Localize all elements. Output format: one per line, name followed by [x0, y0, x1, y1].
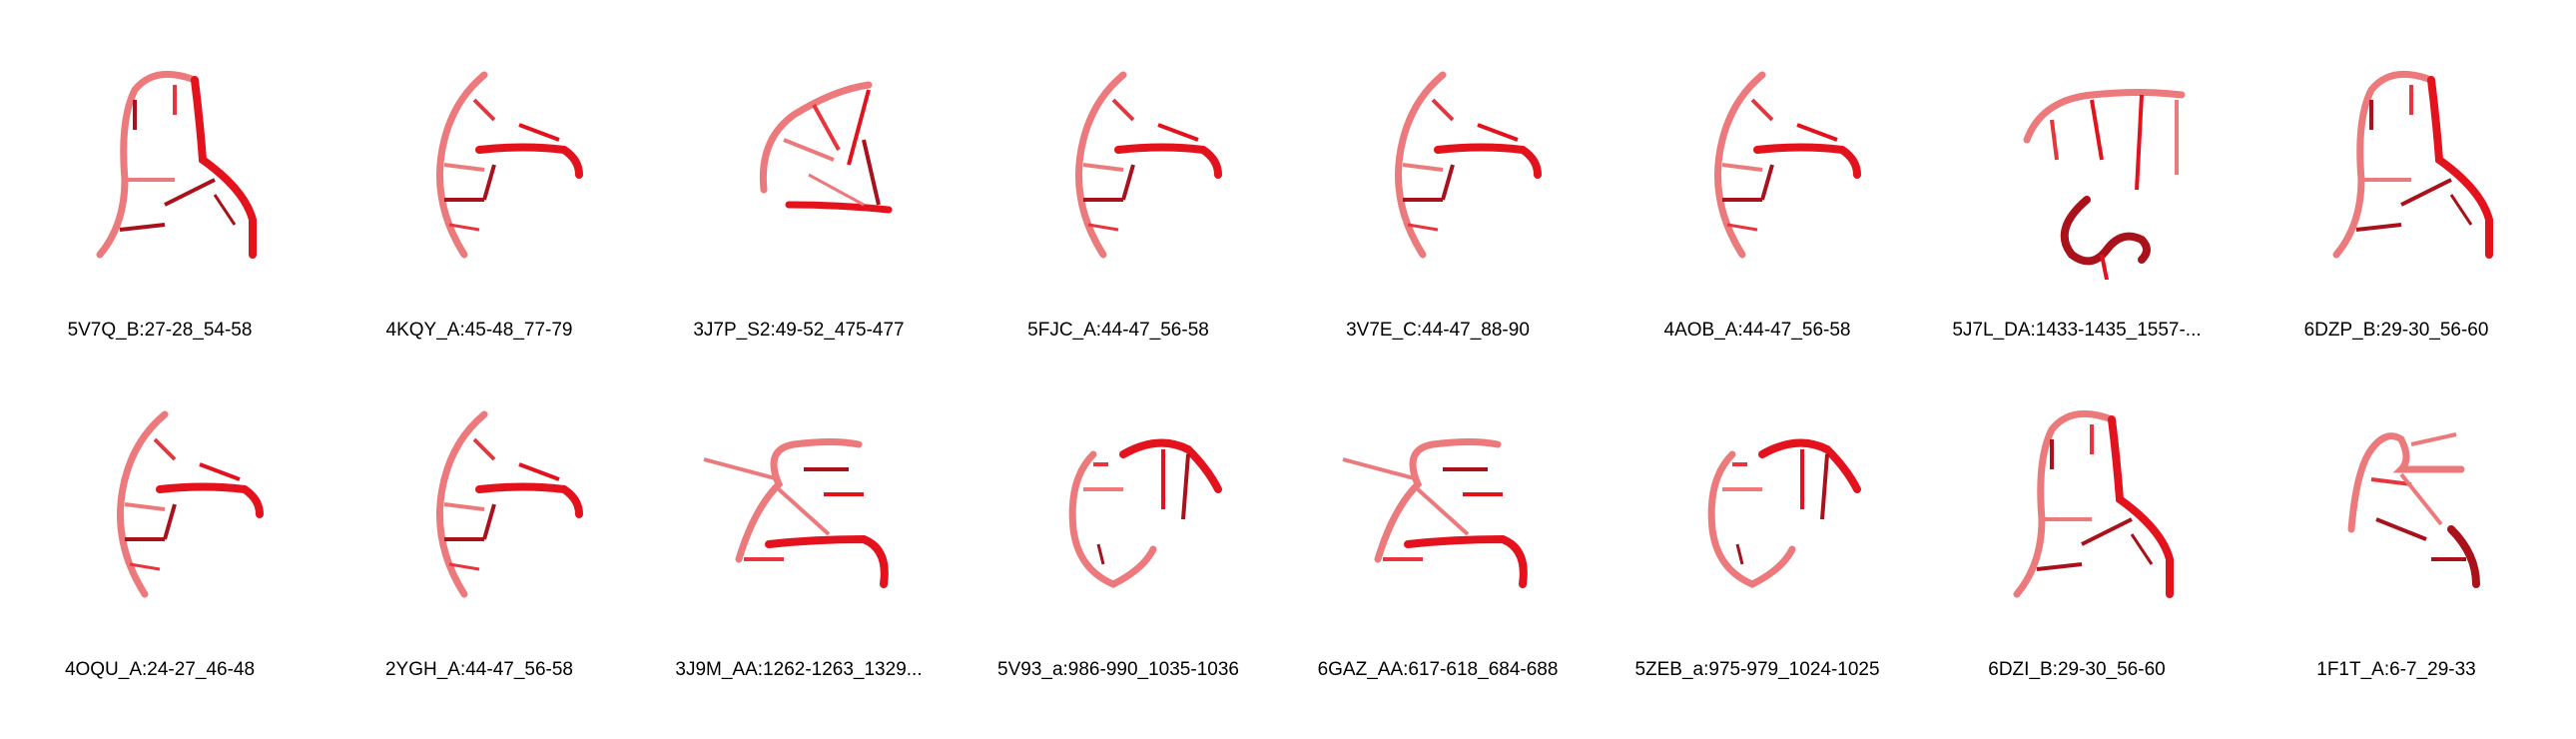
structure-caption: 6GAZ_AA:617-618_684-688 [1317, 659, 1559, 680]
gallery-item: 6DZI_B:29-30_56-60 [1917, 370, 2237, 709]
gallery-row-2: 4OQU_A:24-27_46-48 2YGH_A:44-47_56-58 3J… [0, 370, 2576, 709]
gallery-item: 5V7Q_B:27-28_54-58 [0, 30, 320, 370]
gallery-item: 5ZEB_a:975-979_1024-1025 [1598, 370, 1917, 709]
structure-thumbnail [344, 30, 614, 280]
structure-thumbnail [2261, 30, 2531, 280]
gallery-item: 2YGH_A:44-47_56-58 [320, 370, 639, 709]
structure-caption: 4OQU_A:24-27_46-48 [64, 659, 256, 680]
gallery-item: 5FJC_A:44-47_56-58 [959, 30, 1278, 370]
gallery-item: 1F1T_A:6-7_29-33 [2237, 370, 2556, 709]
gallery-item: 6DZP_B:29-30_56-60 [2237, 30, 2556, 370]
structure-thumbnail [1942, 30, 2212, 280]
structure-thumbnail [2261, 370, 2531, 619]
gallery-item: 3J7P_S2:49-52_475-477 [639, 30, 959, 370]
structure-caption: 4AOB_A:44-47_56-58 [1663, 320, 1851, 341]
structure-thumbnail [1622, 370, 1892, 619]
gallery-item: 3V7E_C:44-47_88-90 [1278, 30, 1598, 370]
structure-thumbnail [664, 370, 934, 619]
structure-thumbnail [983, 370, 1253, 619]
structure-caption: 5FJC_A:44-47_56-58 [1027, 320, 1209, 341]
gallery-item: 5V93_a:986-990_1035-1036 [959, 370, 1278, 709]
gallery-item: 3J9M_AA:1262-1263_1329... [639, 370, 959, 709]
gallery-item: 4AOB_A:44-47_56-58 [1598, 30, 1917, 370]
structure-thumbnail [1303, 30, 1573, 280]
structure-caption: 2YGH_A:44-47_56-58 [384, 659, 573, 680]
structure-caption: 5V93_a:986-990_1035-1036 [997, 659, 1239, 680]
structure-thumbnail [1942, 370, 2212, 619]
gallery-item: 4KQY_A:45-48_77-79 [320, 30, 639, 370]
structure-thumbnail [25, 30, 295, 280]
gallery-item: 4OQU_A:24-27_46-48 [0, 370, 320, 709]
structure-caption: 5J7L_DA:1433-1435_1557-... [1952, 320, 2202, 341]
structure-caption: 6DZI_B:29-30_56-60 [1988, 659, 2166, 680]
structure-caption: 5ZEB_a:975-979_1024-1025 [1634, 659, 1880, 680]
structure-thumbnail [1303, 370, 1573, 619]
structure-caption: 3J7P_S2:49-52_475-477 [693, 320, 905, 341]
structure-caption: 6DZP_B:29-30_56-60 [2303, 320, 2489, 341]
structure-thumbnail [983, 30, 1253, 280]
structure-thumbnail [664, 30, 934, 280]
structure-thumbnail [25, 370, 295, 619]
structure-thumbnail [1622, 30, 1892, 280]
structure-caption: 3V7E_C:44-47_88-90 [1346, 320, 1530, 341]
gallery-item: 5J7L_DA:1433-1435_1557-... [1917, 30, 2237, 370]
structure-caption: 1F1T_A:6-7_29-33 [2316, 659, 2476, 680]
gallery-row-1: 5V7Q_B:27-28_54-58 4KQY_A:45-48_77-79 3J… [0, 30, 2576, 370]
structure-caption: 3J9M_AA:1262-1263_1329... [675, 659, 923, 680]
gallery-item: 6GAZ_AA:617-618_684-688 [1278, 370, 1598, 709]
structure-thumbnail [344, 370, 614, 619]
structure-caption: 4KQY_A:45-48_77-79 [385, 320, 573, 341]
structure-caption: 5V7Q_B:27-28_54-58 [67, 320, 253, 341]
